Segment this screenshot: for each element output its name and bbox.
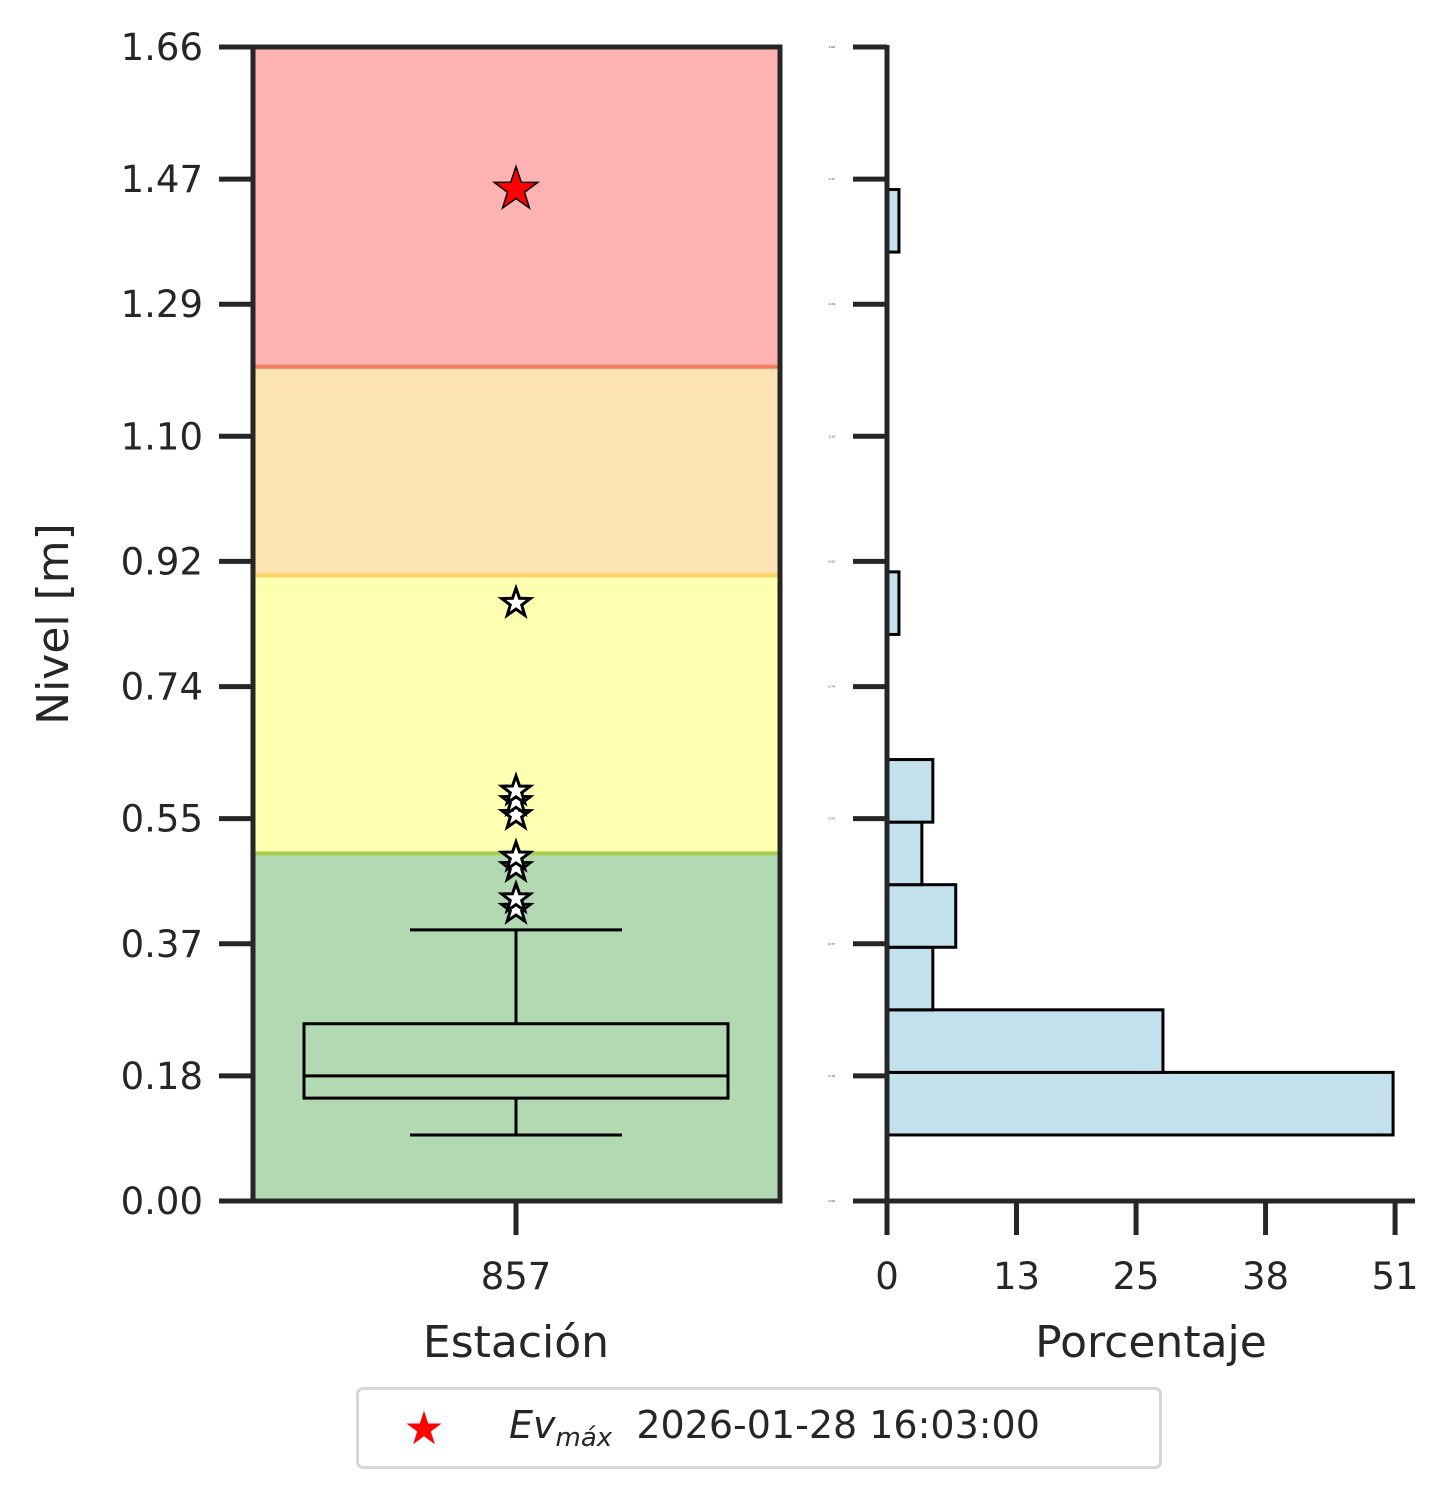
histogram-bar <box>885 758 935 824</box>
left-y-axis: 0.00 0.18 0.37 0.55 0.74 0.92 1.10 1.29 1.47 1.66… <box>28 26 783 1223</box>
y-tick-label: 0.00 <box>121 1180 203 1223</box>
right-y-tick-label: 1.47 <box>828 177 835 181</box>
legend-max-subscript: máx <box>555 1423 613 1453</box>
right-y-tick-label: 0.18 <box>828 1074 835 1078</box>
right-y-tick-label: 1.66 <box>828 45 835 49</box>
right-y-tick-label: 0.92 <box>828 559 835 563</box>
outlier-star <box>497 837 535 873</box>
outlier-star <box>497 879 535 915</box>
histogram-bar <box>885 945 935 1012</box>
right-x-axis: 0 13 25 38 51 Porcentaje <box>875 1198 1419 1368</box>
outlier-star <box>497 583 535 619</box>
y-tick-label: 0.74 <box>121 666 203 709</box>
right-x-tick-label: 13 <box>993 1255 1040 1298</box>
y-tick-label: 0.92 <box>121 540 203 583</box>
right-y-tick-label: 1.29 <box>828 302 835 306</box>
histogram-bars <box>885 188 1395 1137</box>
histogram-bar <box>885 1008 1165 1074</box>
y-tick-label: 1.29 <box>121 283 203 326</box>
y-tick-label: 0.37 <box>121 923 203 966</box>
y-axis-label: Nivel [m] <box>28 523 79 725</box>
left-x-axis: 857 Estación <box>423 1201 609 1368</box>
y-tick-label: 1.66 <box>121 26 203 69</box>
legend-star-icon: ★ <box>403 1401 445 1455</box>
legend-label: Evmáx 2026-01-28 16:03:00 <box>509 1403 1040 1453</box>
outlier-star <box>497 889 535 925</box>
right-y-tick-label: 0.55 <box>828 817 835 821</box>
y-tick-label: 1.47 <box>121 158 203 201</box>
x-axis-label: Estación <box>423 1317 609 1368</box>
histogram-bar <box>885 1070 1395 1137</box>
boxplot <box>302 928 730 1137</box>
outlier-points <box>491 164 541 925</box>
legend-ev: Ev <box>509 1403 556 1447</box>
y-tick-label: 0.55 <box>121 798 203 841</box>
threshold-band <box>253 47 780 367</box>
y-tick-label: 1.10 <box>121 415 203 458</box>
threshold-band <box>253 366 780 576</box>
outlier-star <box>497 795 535 832</box>
legend: ★ Evmáx 2026-01-28 16:03:00 <box>356 1387 1162 1469</box>
right-y-tick-label: 1.10 <box>828 434 835 438</box>
histogram-bar <box>885 883 958 949</box>
x-tick-label: 857 <box>481 1255 552 1298</box>
threshold-bands <box>253 47 780 1201</box>
right-x-tick-label: 38 <box>1242 1255 1289 1298</box>
right-y-tick-label: 0.74 <box>828 685 835 689</box>
outlier-star <box>497 781 535 818</box>
y-tick-label: 0.18 <box>121 1055 203 1098</box>
legend-date: 2026-01-28 16:03:00 <box>636 1403 1040 1447</box>
right-x-tick-label: 25 <box>1113 1255 1160 1298</box>
max-event-star <box>491 164 541 211</box>
right-x-axis-label: Porcentaje <box>1035 1317 1267 1368</box>
right-y-axis: 0.00 0.18 0.37 0.55 0.74 0.92 1.10 1.29 1.47 1.66 <box>828 44 890 1204</box>
right-y-tick-label: 0.00 <box>828 1199 835 1203</box>
outlier-star <box>497 771 535 807</box>
right-x-tick-label: 51 <box>1372 1255 1419 1298</box>
right-y-tick-label: 0.37 <box>828 942 835 946</box>
histogram-bar <box>885 820 924 887</box>
iqr-box <box>302 1022 730 1100</box>
outlier-star <box>497 847 535 884</box>
right-x-tick-label: 0 <box>875 1255 899 1298</box>
